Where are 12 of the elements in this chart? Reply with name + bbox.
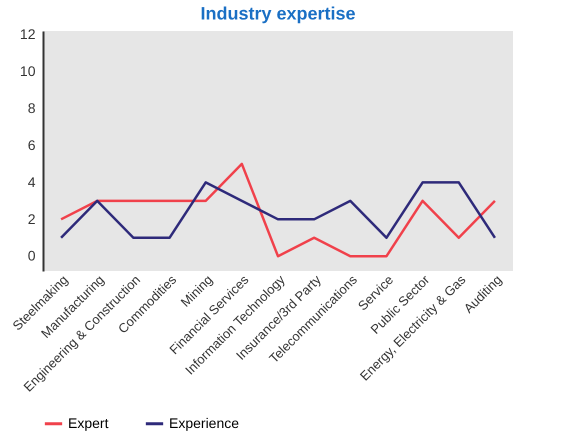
y-tick-label: 10 bbox=[20, 63, 36, 80]
y-tick-label: 2 bbox=[28, 210, 36, 227]
y-tick-label: 8 bbox=[28, 100, 36, 116]
y-tick-label: 4 bbox=[28, 174, 36, 190]
line-series bbox=[60, 181, 496, 240]
chart-title: Industry expertise bbox=[200, 4, 356, 24]
legend-label: Experience bbox=[169, 414, 240, 431]
y-tick-label: 0 bbox=[28, 248, 36, 264]
y-tick-label: 12 bbox=[20, 26, 36, 42]
line-series bbox=[60, 162, 496, 258]
y-tick-label: 6 bbox=[28, 136, 36, 153]
legend-label: Expert bbox=[68, 414, 109, 431]
